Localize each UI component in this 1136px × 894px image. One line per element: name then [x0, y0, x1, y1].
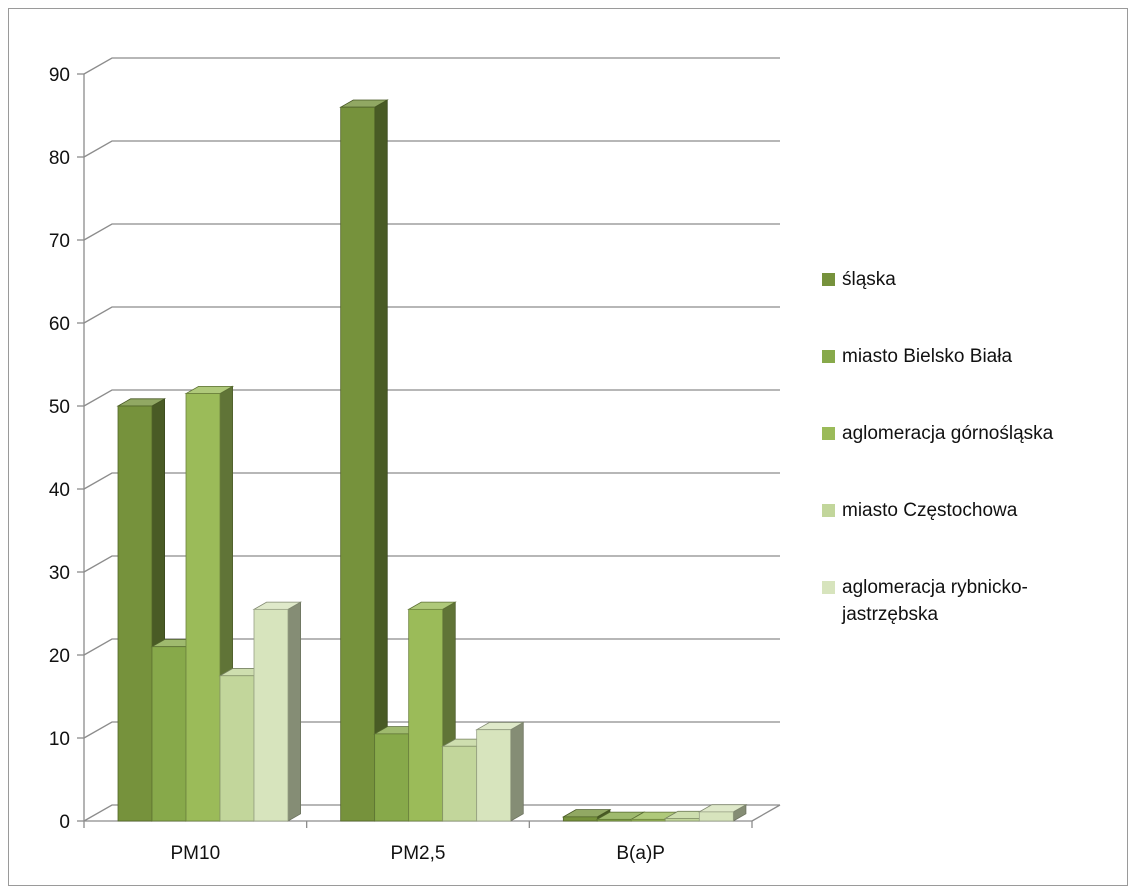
gridline — [83, 472, 780, 490]
bar — [475, 721, 525, 822]
bar — [116, 398, 167, 822]
legend-swatch — [822, 504, 835, 517]
y-tick-label: 90 — [49, 65, 70, 86]
y-tick-label: 80 — [49, 148, 70, 169]
y-tick-label: 50 — [49, 397, 70, 418]
gridline — [83, 223, 780, 241]
y-tick-label: 20 — [49, 646, 70, 667]
y-tick-label: 40 — [49, 480, 70, 501]
legend-swatch — [822, 427, 835, 440]
y-tick-label: 60 — [49, 314, 70, 335]
gridline — [83, 638, 780, 656]
gridline — [83, 804, 780, 822]
gridline — [83, 721, 780, 739]
x-tick-label: PM2,5 — [391, 843, 446, 864]
bars — [116, 99, 748, 822]
y-tick-label: 70 — [49, 231, 70, 252]
legend-label: śląska — [842, 269, 896, 290]
legend-label: aglomeracja górnośląska — [842, 423, 1054, 444]
y-tick-label: 0 — [59, 812, 70, 833]
legend-swatch — [822, 581, 835, 594]
gridline — [83, 140, 780, 158]
legend-swatch — [822, 350, 835, 363]
gridline — [83, 306, 780, 324]
gridline — [83, 57, 780, 75]
legend-label: aglomeracja rybnicko-jastrzębska — [841, 577, 1028, 625]
bar — [697, 803, 748, 822]
gridlines — [83, 57, 781, 822]
x-tick-label: B(a)P — [616, 843, 665, 864]
x-tick-label: PM10 — [171, 843, 221, 864]
floor-edge — [751, 804, 781, 822]
bar — [339, 99, 389, 822]
legend-label: miasto Częstochowa — [842, 500, 1018, 521]
y-tick-label: 10 — [49, 729, 70, 750]
gridline — [83, 389, 780, 407]
legend: śląska miasto Bielsko Biała aglomeracja gó… — [822, 269, 1054, 625]
bar — [561, 808, 612, 822]
gridline — [83, 555, 780, 573]
y-tick-label: 30 — [49, 563, 70, 584]
legend-label: miasto Bielsko Biała — [842, 346, 1012, 367]
bar — [252, 601, 303, 822]
legend-swatch — [822, 273, 835, 286]
